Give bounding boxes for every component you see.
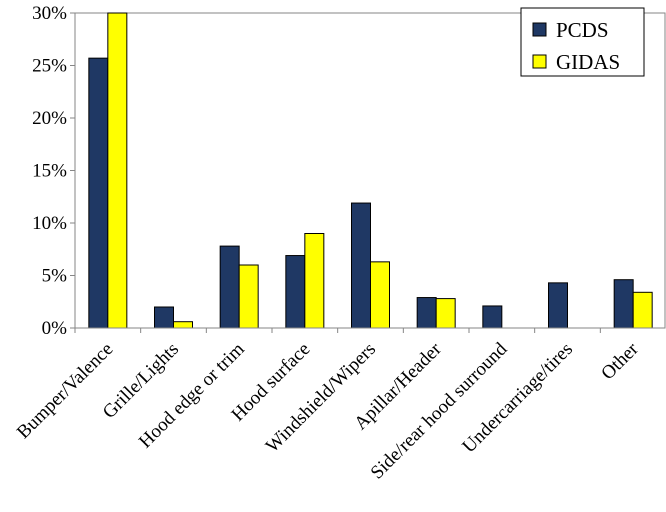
bar-gidas-0 [107, 12, 128, 329]
bar-gidas-2 [238, 264, 259, 329]
x-category-label: Windshield/Wipers [262, 339, 380, 457]
bar-gidas-1 [173, 321, 193, 329]
bar-pcds-6 [482, 305, 503, 329]
x-category-label: Other [597, 338, 643, 384]
y-axis: 0% 5% 10% 15% 20% 25% 30% [32, 3, 76, 339]
bar-gidas-4 [370, 261, 390, 329]
y-tick-label: 30% [32, 3, 67, 24]
legend-label-pcds: PCDS [556, 18, 609, 42]
bar-pcds-3 [285, 255, 306, 329]
y-tick-label: 5% [42, 266, 68, 287]
bar-gidas-8 [632, 291, 653, 329]
bar-pcds-2 [219, 245, 240, 329]
y-tick-label: 15% [32, 161, 67, 182]
legend-label-gidas: GIDAS [556, 50, 620, 74]
bar-pcds-8 [613, 279, 634, 329]
legend-swatch-gidas [532, 54, 547, 69]
y-tick-label: 25% [32, 56, 67, 77]
bars-group [88, 12, 653, 329]
bar-pcds-0 [88, 57, 109, 329]
bar-pcds-4 [351, 202, 371, 329]
bar-gidas-5 [435, 298, 456, 329]
legend: PCDS GIDAS [520, 7, 645, 77]
bar-pcds-7 [548, 282, 568, 329]
y-tick-label: 20% [32, 108, 67, 129]
x-category-label: Undercarriage/tires [458, 339, 577, 458]
legend-swatch-pcds [532, 22, 547, 37]
x-category-label: Bumper/Valence [13, 339, 117, 443]
bar-pcds-1 [154, 306, 174, 329]
bar-pcds-5 [416, 297, 437, 329]
y-tick-label: 10% [32, 213, 67, 234]
bar-gidas-3 [304, 233, 325, 329]
y-tick-label: 0% [42, 318, 68, 339]
